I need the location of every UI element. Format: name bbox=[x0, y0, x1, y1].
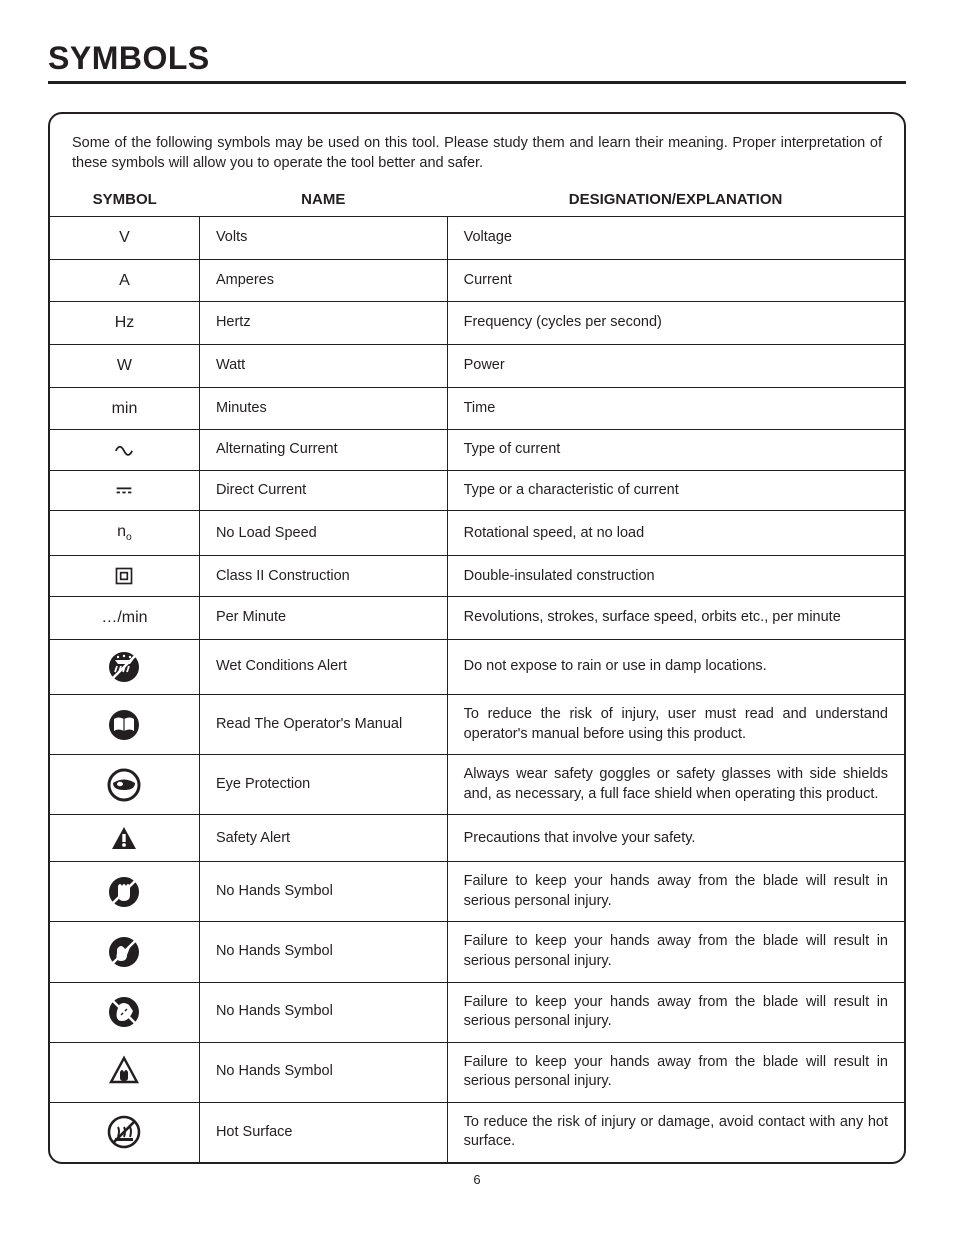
nohand4-icon bbox=[66, 1055, 183, 1089]
page-title: SYMBOLS bbox=[48, 40, 906, 84]
page-number: 6 bbox=[48, 1172, 906, 1187]
table-row: Read The Operator's ManualTo reduce the … bbox=[50, 695, 904, 755]
class2-icon bbox=[66, 566, 183, 586]
name-cell: Class II Construction bbox=[199, 556, 447, 597]
name-cell: No Load Speed bbox=[199, 511, 447, 556]
table-row: Eye ProtectionAlways wear safety goggles… bbox=[50, 755, 904, 815]
table-row: No Hands SymbolFailure to keep your hand… bbox=[50, 982, 904, 1042]
desc-cell: Type of current bbox=[447, 430, 904, 471]
name-cell: Eye Protection bbox=[199, 755, 447, 815]
name-cell: Minutes bbox=[199, 387, 447, 430]
table-row: noNo Load SpeedRotational speed, at no l… bbox=[50, 511, 904, 556]
name-cell: Hot Surface bbox=[199, 1102, 447, 1162]
table-row: No Hands SymbolFailure to keep your hand… bbox=[50, 922, 904, 982]
symbol-cell bbox=[50, 862, 199, 922]
table-row: …/minPer MinuteRevolutions, strokes, sur… bbox=[50, 597, 904, 640]
desc-cell: Double-insulated construction bbox=[447, 556, 904, 597]
desc-cell: To reduce the risk of injury or damage, … bbox=[447, 1102, 904, 1162]
desc-cell: Failure to keep your hands away from the… bbox=[447, 922, 904, 982]
desc-cell: Frequency (cycles per second) bbox=[447, 302, 904, 345]
desc-cell: Failure to keep your hands away from the… bbox=[447, 1042, 904, 1102]
symbol-cell bbox=[50, 815, 199, 862]
name-cell: No Hands Symbol bbox=[199, 982, 447, 1042]
name-cell: No Hands Symbol bbox=[199, 1042, 447, 1102]
manual-icon bbox=[66, 708, 183, 742]
desc-cell: Type or a characteristic of current bbox=[447, 470, 904, 511]
name-cell: Watt bbox=[199, 344, 447, 387]
table-row: Wet Conditions AlertDo not expose to rai… bbox=[50, 640, 904, 695]
table-row: VVoltsVoltage bbox=[50, 217, 904, 260]
intro-text: Some of the following symbols may be use… bbox=[50, 134, 904, 187]
table-row: minMinutesTime bbox=[50, 387, 904, 430]
desc-cell: Power bbox=[447, 344, 904, 387]
name-cell: Wet Conditions Alert bbox=[199, 640, 447, 695]
col-name: NAME bbox=[199, 191, 447, 208]
desc-cell: Revolutions, strokes, surface speed, orb… bbox=[447, 597, 904, 640]
eye-icon bbox=[66, 768, 183, 802]
table-row: HzHertzFrequency (cycles per second) bbox=[50, 302, 904, 345]
table-header: SYMBOL NAME DESIGNATION/EXPLANATION bbox=[50, 187, 904, 216]
table-row: No Hands SymbolFailure to keep your hand… bbox=[50, 862, 904, 922]
desc-cell: Current bbox=[447, 259, 904, 302]
nohand3-icon bbox=[66, 995, 183, 1029]
desc-cell: Precautions that involve your safety. bbox=[447, 815, 904, 862]
symbol-cell: no bbox=[50, 511, 199, 556]
table-row: WWattPower bbox=[50, 344, 904, 387]
symbol-cell bbox=[50, 695, 199, 755]
table-row: Safety AlertPrecautions that involve you… bbox=[50, 815, 904, 862]
desc-cell: Failure to keep your hands away from the… bbox=[447, 982, 904, 1042]
table-row: Hot SurfaceTo reduce the risk of injury … bbox=[50, 1102, 904, 1162]
symbol-cell: …/min bbox=[50, 597, 199, 640]
symbol-cell: W bbox=[50, 344, 199, 387]
name-cell: No Hands Symbol bbox=[199, 922, 447, 982]
symbol-cell: V bbox=[50, 217, 199, 260]
desc-cell: Voltage bbox=[447, 217, 904, 260]
nohand1-icon bbox=[66, 875, 183, 909]
name-cell: Per Minute bbox=[199, 597, 447, 640]
name-cell: Alternating Current bbox=[199, 430, 447, 471]
symbol-cell bbox=[50, 470, 199, 511]
table-row: No Hands SymbolFailure to keep your hand… bbox=[50, 1042, 904, 1102]
page: SYMBOLS Some of the following symbols ma… bbox=[0, 0, 954, 1207]
symbol-cell bbox=[50, 922, 199, 982]
symbol-cell: Hz bbox=[50, 302, 199, 345]
desc-cell: Time bbox=[447, 387, 904, 430]
col-designation: DESIGNATION/EXPLANATION bbox=[447, 191, 904, 208]
desc-cell: Do not expose to rain or use in damp loc… bbox=[447, 640, 904, 695]
symbol-cell bbox=[50, 982, 199, 1042]
symbol-cell bbox=[50, 556, 199, 597]
ac-icon bbox=[66, 441, 183, 459]
desc-cell: To reduce the risk of injury, user must … bbox=[447, 695, 904, 755]
table-row: Class II ConstructionDouble-insulated co… bbox=[50, 556, 904, 597]
nohand2-icon bbox=[66, 935, 183, 969]
desc-cell: Failure to keep your hands away from the… bbox=[447, 862, 904, 922]
symbol-cell bbox=[50, 755, 199, 815]
symbols-table: VVoltsVoltageAAmperesCurrentHzHertzFrequ… bbox=[50, 216, 904, 1162]
symbols-panel: Some of the following symbols may be use… bbox=[48, 112, 906, 1164]
table-row: Direct CurrentType or a characteristic o… bbox=[50, 470, 904, 511]
alert-icon bbox=[66, 825, 183, 851]
hot-icon bbox=[66, 1115, 183, 1149]
symbol-cell bbox=[50, 1042, 199, 1102]
dc-icon bbox=[66, 481, 183, 499]
name-cell: Amperes bbox=[199, 259, 447, 302]
name-cell: No Hands Symbol bbox=[199, 862, 447, 922]
wet-icon bbox=[66, 650, 183, 684]
col-symbol: SYMBOL bbox=[50, 191, 199, 208]
symbol-cell bbox=[50, 640, 199, 695]
name-cell: Read The Operator's Manual bbox=[199, 695, 447, 755]
symbol-cell bbox=[50, 1102, 199, 1162]
name-cell: Volts bbox=[199, 217, 447, 260]
name-cell: Direct Current bbox=[199, 470, 447, 511]
symbol-cell: min bbox=[50, 387, 199, 430]
name-cell: Safety Alert bbox=[199, 815, 447, 862]
symbol-cell bbox=[50, 430, 199, 471]
desc-cell: Always wear safety goggles or safety gla… bbox=[447, 755, 904, 815]
desc-cell: Rotational speed, at no load bbox=[447, 511, 904, 556]
table-row: AAmperesCurrent bbox=[50, 259, 904, 302]
symbol-cell: A bbox=[50, 259, 199, 302]
table-row: Alternating CurrentType of current bbox=[50, 430, 904, 471]
name-cell: Hertz bbox=[199, 302, 447, 345]
